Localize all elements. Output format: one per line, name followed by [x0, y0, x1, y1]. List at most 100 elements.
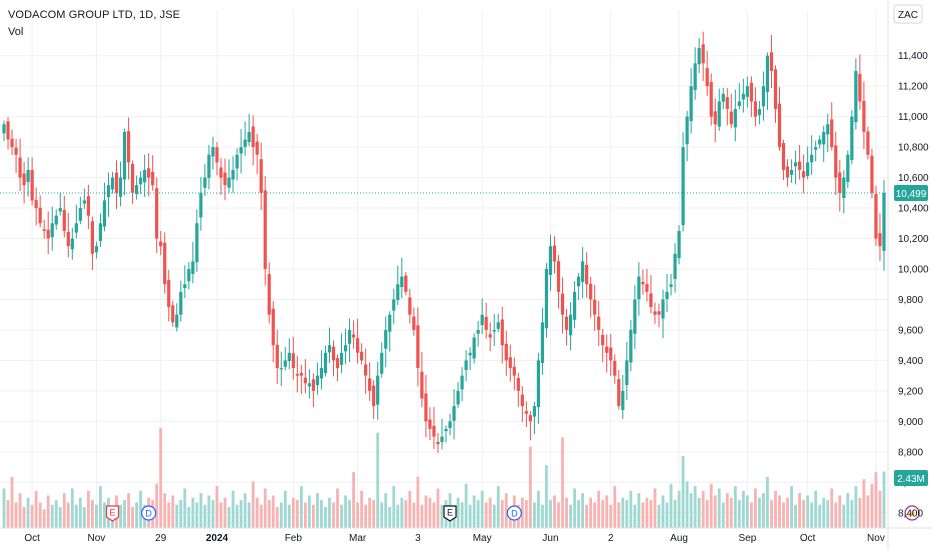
volume-bar: [38, 502, 42, 528]
candle-body: [396, 284, 400, 300]
event-marker-earnings-red[interactable]: E: [105, 505, 120, 522]
volume-bar: [95, 504, 98, 528]
candle-body: [677, 230, 681, 259]
candle-body: [412, 316, 416, 330]
event-marker-dividend[interactable]: D: [506, 505, 522, 521]
volume-bar: [854, 486, 858, 528]
candle-body: [227, 177, 231, 188]
volume-bar: [484, 502, 488, 528]
volume-bar: [231, 490, 235, 528]
candle-body: [436, 441, 440, 445]
candle-body: [556, 261, 561, 292]
candle-body: [777, 103, 782, 148]
event-marker-label: D: [145, 509, 152, 519]
event-marker-earnings[interactable]: E: [443, 505, 457, 522]
candle-body: [577, 276, 581, 287]
candle-body: [70, 238, 74, 250]
candle-body: [452, 406, 456, 421]
volume-bar: [798, 493, 802, 528]
volume-bar: [312, 504, 315, 528]
time-tick-label: Mar: [349, 533, 367, 544]
candle-body: [581, 261, 585, 282]
volume-bar: [352, 472, 355, 528]
volume-bar: [629, 490, 633, 528]
time-tick-label: Sep: [738, 533, 756, 544]
event-marker-split[interactable]: ⚡: [904, 505, 920, 521]
volume-bar: [794, 504, 797, 528]
volume-bar: [324, 507, 327, 528]
volume-bar: [613, 486, 617, 528]
volume-bar: [167, 502, 171, 528]
candle-body: [589, 283, 593, 300]
candle-body: [649, 293, 653, 308]
event-marker-circle: [141, 505, 157, 521]
price-tick-label: 9,000: [898, 417, 923, 428]
volume-bar: [561, 437, 564, 528]
candle-body: [335, 358, 340, 369]
volume-bar: [870, 483, 874, 528]
volume-bar: [653, 488, 657, 528]
candle-body: [769, 52, 774, 71]
candle-body: [713, 111, 717, 125]
currency-badge[interactable]: ZAC: [893, 4, 923, 24]
volume-bar: [388, 507, 392, 528]
volume-bar: [565, 497, 568, 528]
candle-body: [765, 55, 770, 92]
candle-body: [464, 360, 468, 371]
volume-bar: [368, 497, 372, 528]
candle-body: [315, 375, 320, 386]
candle-body: [745, 86, 749, 97]
volume-bar: [384, 493, 388, 528]
volume-indicator-label[interactable]: Vol: [8, 26, 24, 38]
candle-body: [476, 329, 480, 334]
candle-body: [34, 200, 38, 209]
symbol-title[interactable]: VODACOM GROUP LTD, 1D, JSE: [8, 9, 181, 21]
volume-bar: [456, 497, 460, 528]
volume-bar: [842, 504, 846, 528]
candle-body: [82, 200, 86, 204]
candle-body: [384, 329, 388, 349]
volume-bar: [557, 502, 560, 528]
volume-bar: [396, 504, 400, 528]
candle-body: [826, 124, 830, 135]
candle-body: [641, 281, 645, 285]
candle-body: [175, 314, 179, 328]
volume-bar: [291, 497, 295, 528]
price-tick-label: 8,400: [898, 508, 923, 519]
volume-bar: [834, 502, 838, 528]
time-axis[interactable]: Oct Nov 29 2024 Feb Mar 3 May Jun 2 Aug Sep Oct Nov: [0, 527, 932, 544]
volume-bar: [376, 432, 380, 528]
candle-body: [838, 172, 842, 193]
candle-body: [372, 385, 376, 407]
price-axis[interactable]: ZAC8,4008,6008,8009,0009,2009,4009,6009,…: [887, 0, 929, 550]
volume-bar: [303, 502, 307, 528]
volume-bar: [175, 504, 179, 528]
candle-body: [255, 141, 259, 155]
candle-body: [420, 371, 424, 399]
volume-bar: [82, 507, 86, 528]
event-marker-dividend[interactable]: D: [141, 505, 157, 521]
chart-grid: [0, 10, 888, 528]
volume-bar: [806, 495, 810, 528]
volume-bar: [472, 495, 476, 528]
candle-body: [167, 279, 171, 308]
volume-bar: [721, 502, 725, 528]
candle-body: [536, 360, 541, 408]
volume-bar: [50, 504, 54, 528]
volume-bar: [239, 500, 243, 528]
volume-bar: [400, 497, 404, 528]
candle-body: [806, 162, 810, 176]
candle-body: [830, 119, 834, 148]
volume-bar: [211, 500, 215, 528]
candle-body: [295, 374, 299, 376]
candle-body: [548, 246, 553, 275]
volume-bar: [86, 490, 90, 528]
event-markers[interactable]: E D E D ⚡: [105, 505, 920, 522]
last-price-tag: 10,499: [894, 184, 928, 201]
candle-body: [729, 111, 733, 125]
candle-body: [331, 346, 336, 361]
candle-body: [90, 221, 95, 254]
candle-body: [191, 261, 195, 275]
candle-body: [721, 93, 725, 102]
